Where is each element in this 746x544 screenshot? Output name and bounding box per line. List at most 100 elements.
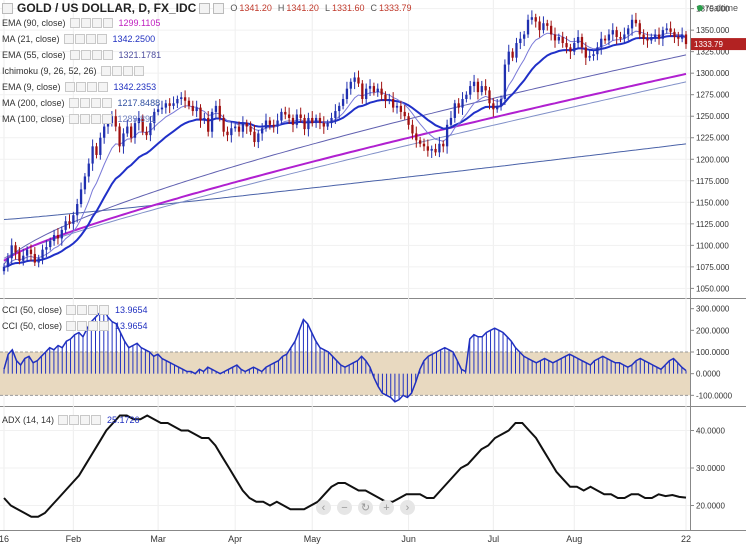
close-icon[interactable]	[96, 34, 107, 44]
indicator-controls[interactable]	[63, 34, 107, 44]
close-icon[interactable]	[101, 114, 112, 124]
close-icon[interactable]	[102, 18, 113, 28]
indicator-controls[interactable]	[66, 305, 110, 315]
settings-icon[interactable]	[80, 50, 91, 60]
scroll-left-icon[interactable]: ‹	[316, 500, 331, 515]
indicator-controls[interactable]	[69, 50, 113, 60]
indicator-row[interactable]: MA (21, close) 1342.2500	[2, 32, 155, 46]
settings-icon[interactable]	[111, 66, 122, 76]
candle-body	[515, 43, 518, 58]
eye-icon[interactable]	[66, 305, 77, 315]
candle-body	[657, 34, 661, 39]
indicator-row[interactable]: EMA (9, close) 1342.2353	[2, 80, 156, 94]
candle-body	[654, 34, 657, 38]
candle-body	[6, 258, 10, 267]
reset-icon[interactable]: ↻	[358, 500, 373, 515]
settings-icon[interactable]	[199, 2, 211, 14]
settings-icon[interactable]	[77, 321, 88, 331]
close-icon[interactable]	[101, 98, 112, 108]
cci-label-1[interactable]: CCI (50, close) 13.9654	[2, 305, 148, 315]
candle-body	[126, 126, 129, 134]
candle-body	[407, 116, 410, 125]
settings-icon[interactable]	[80, 18, 91, 28]
close-icon[interactable]	[99, 305, 110, 315]
candle-body	[164, 103, 167, 108]
indicator-row[interactable]: MA (200, close) 1217.8488	[2, 96, 160, 110]
collapse-icon[interactable]	[2, 2, 13, 14]
plus-icon[interactable]	[91, 50, 102, 60]
settings-icon[interactable]	[77, 305, 88, 315]
indicator-controls[interactable]	[58, 415, 102, 425]
adx-label[interactable]: ADX (14, 14) 25.1726	[2, 415, 140, 425]
candle-body	[137, 117, 141, 124]
candle-body	[130, 126, 133, 138]
eye-icon[interactable]	[63, 34, 74, 44]
close-icon[interactable]	[91, 415, 102, 425]
indicator-row[interactable]: EMA (90, close) 1299.1105	[2, 16, 160, 30]
indicator-row[interactable]: Ichimoku (9, 26, 52, 26)	[2, 64, 150, 78]
ohlc-key-h: H	[277, 3, 285, 13]
settings-icon[interactable]	[69, 415, 80, 425]
eye-icon[interactable]	[64, 82, 75, 92]
indicator-value: 13.9654	[115, 305, 148, 315]
candle-body	[646, 38, 649, 41]
y-tick-label: 1175.000	[696, 177, 729, 186]
eye-icon[interactable]	[68, 114, 79, 124]
close-icon[interactable]	[133, 66, 144, 76]
plus-icon[interactable]	[86, 82, 97, 92]
plus-icon[interactable]	[85, 34, 96, 44]
plus-icon[interactable]	[91, 18, 102, 28]
hide-icon[interactable]	[213, 2, 225, 14]
candle-body	[665, 28, 668, 31]
indicator-controls[interactable]	[64, 82, 108, 92]
eye-icon[interactable]	[66, 321, 77, 331]
eye-icon[interactable]	[69, 18, 80, 28]
eye-icon[interactable]	[100, 66, 111, 76]
plus-icon[interactable]	[88, 321, 99, 331]
y-tick-label: 1325.000	[696, 48, 730, 57]
eye-icon[interactable]	[58, 415, 69, 425]
indicator-controls[interactable]	[68, 98, 112, 108]
candle-body	[199, 107, 202, 121]
indicator-row[interactable]: EMA (55, close) 1321.1781	[2, 48, 161, 62]
indicator-row[interactable]: MA (100, close) 1289.891	[2, 112, 155, 126]
zoom-out-icon[interactable]: −	[337, 500, 352, 515]
settings-icon[interactable]	[74, 34, 85, 44]
settings-icon[interactable]	[75, 82, 86, 92]
candle-body	[684, 34, 688, 45]
indicator-controls[interactable]	[66, 321, 110, 331]
close-icon[interactable]	[99, 321, 110, 331]
eye-icon[interactable]	[69, 50, 80, 60]
plus-icon[interactable]	[90, 114, 101, 124]
close-icon[interactable]	[102, 50, 113, 60]
settings-icon[interactable]	[79, 98, 90, 108]
plus-icon[interactable]	[88, 305, 99, 315]
cci-label-2[interactable]: CCI (50, close) 13.9654	[2, 321, 148, 331]
plus-icon[interactable]	[122, 66, 133, 76]
close-icon[interactable]	[97, 82, 108, 92]
indicator-controls[interactable]	[69, 18, 113, 28]
candle-body	[203, 117, 206, 121]
plus-icon[interactable]	[80, 415, 91, 425]
candle-body	[476, 81, 480, 93]
cci-tick-label: 300.0000	[696, 305, 730, 314]
realtime-indicator: realtime	[696, 3, 738, 13]
candle-body	[60, 229, 63, 239]
indicator-controls[interactable]	[100, 66, 144, 76]
scroll-right-icon[interactable]: ›	[400, 500, 415, 515]
candle-body	[83, 176, 87, 190]
indicator-name: ADX (14, 14)	[2, 415, 55, 425]
candle-body	[650, 37, 653, 41]
y-tick-label: 1125.000	[696, 220, 729, 229]
candle-body	[438, 143, 441, 153]
candle-body	[642, 34, 645, 39]
eye-icon[interactable]	[68, 98, 79, 108]
candle-body	[680, 34, 684, 39]
candle-body	[87, 163, 90, 177]
candle-body	[345, 88, 349, 99]
plus-icon[interactable]	[90, 98, 101, 108]
zoom-in-icon[interactable]: +	[379, 500, 394, 515]
indicator-controls[interactable]	[68, 114, 112, 124]
settings-icon[interactable]	[79, 114, 90, 124]
candle-body	[29, 249, 33, 254]
